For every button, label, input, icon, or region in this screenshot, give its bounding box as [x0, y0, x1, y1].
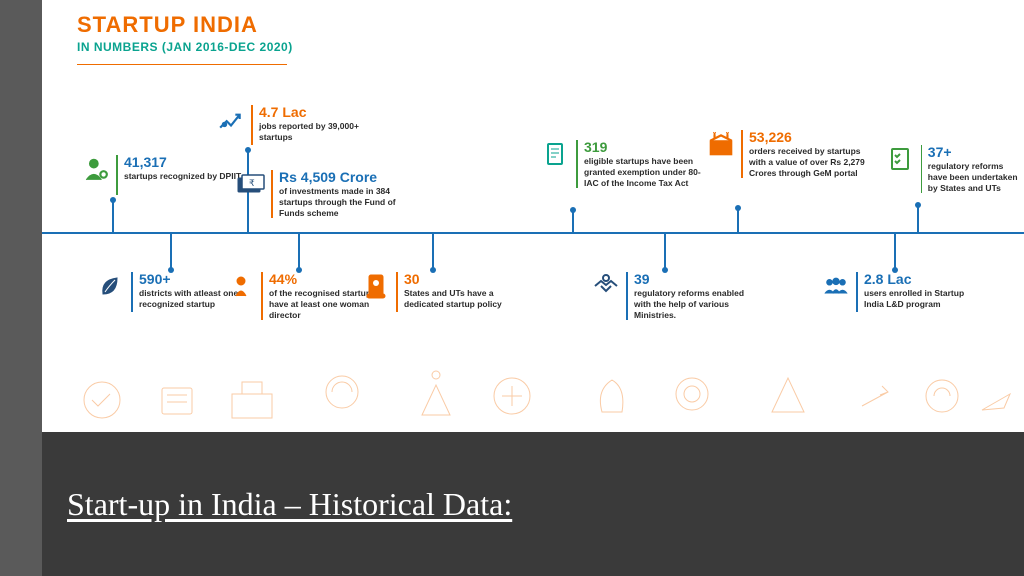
stat-bar [396, 272, 398, 312]
stat-value: 37+ [928, 145, 1024, 160]
caption-text: Start-up in India – Historical Data: [67, 486, 512, 523]
stat-bar [271, 170, 273, 218]
money-icon: ₹ [237, 170, 265, 198]
scroll-icon [362, 272, 390, 300]
stat-text: 4.7 Lac jobs reported by 39,000+ startup… [259, 105, 379, 143]
stat-text: 39 regulatory reforms enabled with the h… [634, 272, 754, 320]
main-title: STARTUP INDIA [77, 12, 293, 38]
handshake-icon [592, 272, 620, 300]
stat-s1: 41,317 startups recognized by DPIIT [82, 155, 241, 195]
stat-desc: States and UTs have a dedicated startup … [404, 288, 524, 309]
stat-bar [116, 155, 118, 195]
connector [298, 232, 300, 270]
stat-text: Rs 4,509 Crore of investments made in 38… [279, 170, 399, 218]
connector [572, 210, 574, 232]
stat-bar [921, 145, 922, 193]
title-underline [77, 64, 287, 65]
left-strip [0, 0, 42, 576]
stat-desc: users enrolled in Startup India L&D prog… [864, 288, 984, 309]
stat-s4: 319 eligible startups have been granted … [542, 140, 704, 188]
connector [112, 200, 114, 232]
growth-icon [217, 105, 245, 133]
header-block: STARTUP INDIA IN NUMBERS (JAN 2016-DEC 2… [77, 12, 293, 65]
stat-bar [626, 272, 628, 320]
slide-frame: STARTUP INDIA IN NUMBERS (JAN 2016-DEC 2… [42, 0, 1024, 576]
stat-text: 30 States and UTs have a dedicated start… [404, 272, 524, 310]
bottom-doodles [42, 360, 1024, 432]
stat-text: 41,317 startups recognized by DPIIT [124, 155, 241, 182]
stat-desc: eligible startups have been granted exem… [584, 156, 704, 188]
stat-bar [741, 130, 743, 178]
stat-s3: ₹ Rs 4,509 Crore of investments made in … [237, 170, 399, 218]
connector [737, 208, 739, 232]
stat-value: 4.7 Lac [259, 105, 379, 120]
stat-s5: 53,226 orders received by startups with … [707, 130, 869, 178]
timeline-line [42, 232, 1024, 234]
checklist-icon [887, 145, 915, 173]
stat-s6: 37+ regulatory reforms have been underta… [887, 145, 1024, 193]
stat-bar [261, 272, 263, 320]
stat-text: 53,226 orders received by startups with … [749, 130, 869, 178]
infographic-panel: STARTUP INDIA IN NUMBERS (JAN 2016-DEC 2… [42, 0, 1024, 432]
stat-desc: of investments made in 384 startups thro… [279, 186, 399, 218]
stat-value: 2.8 Lac [864, 272, 984, 287]
stat-value: 30 [404, 272, 524, 287]
stat-value: 41,317 [124, 155, 241, 170]
connector [917, 205, 919, 232]
connector [432, 232, 434, 270]
stat-bar [856, 272, 858, 312]
stat-desc: orders received by startups with a value… [749, 146, 869, 178]
stat-value: 53,226 [749, 130, 869, 145]
connector [170, 232, 172, 270]
stat-s2: 4.7 Lac jobs reported by 39,000+ startup… [217, 105, 379, 145]
woman-icon [227, 272, 255, 300]
stat-value: Rs 4,509 Crore [279, 170, 399, 185]
stat-desc: regulatory reforms enabled with the help… [634, 288, 754, 320]
box-icon [707, 130, 735, 158]
stat-desc: jobs reported by 39,000+ startups [259, 121, 379, 142]
connector [664, 232, 666, 270]
connector [894, 232, 896, 270]
stat-desc: startups recognized by DPIIT [124, 171, 241, 182]
stat-text: 319 eligible startups have been granted … [584, 140, 704, 188]
stat-s11: 2.8 Lac users enrolled in Startup India … [822, 272, 984, 312]
stat-bar [576, 140, 578, 188]
stat-text: 37+ regulatory reforms have been underta… [928, 145, 1024, 193]
header-subtitle: IN NUMBERS (JAN 2016-DEC 2020) [77, 40, 293, 54]
stat-value: 39 [634, 272, 754, 287]
leaf-icon [97, 272, 125, 300]
person-icon [82, 155, 110, 183]
stat-text: 2.8 Lac users enrolled in Startup India … [864, 272, 984, 310]
svg-text:₹: ₹ [249, 178, 255, 188]
stat-value: 319 [584, 140, 704, 155]
group-icon [822, 272, 850, 300]
doc-icon [542, 140, 570, 168]
stat-bar [131, 272, 133, 312]
stat-s9: 30 States and UTs have a dedicated start… [362, 272, 524, 312]
stat-s10: 39 regulatory reforms enabled with the h… [592, 272, 754, 320]
stat-desc: regulatory reforms have been undertaken … [928, 161, 1024, 193]
stat-bar [251, 105, 253, 145]
caption-bar: Start-up in India – Historical Data: [42, 432, 1024, 576]
